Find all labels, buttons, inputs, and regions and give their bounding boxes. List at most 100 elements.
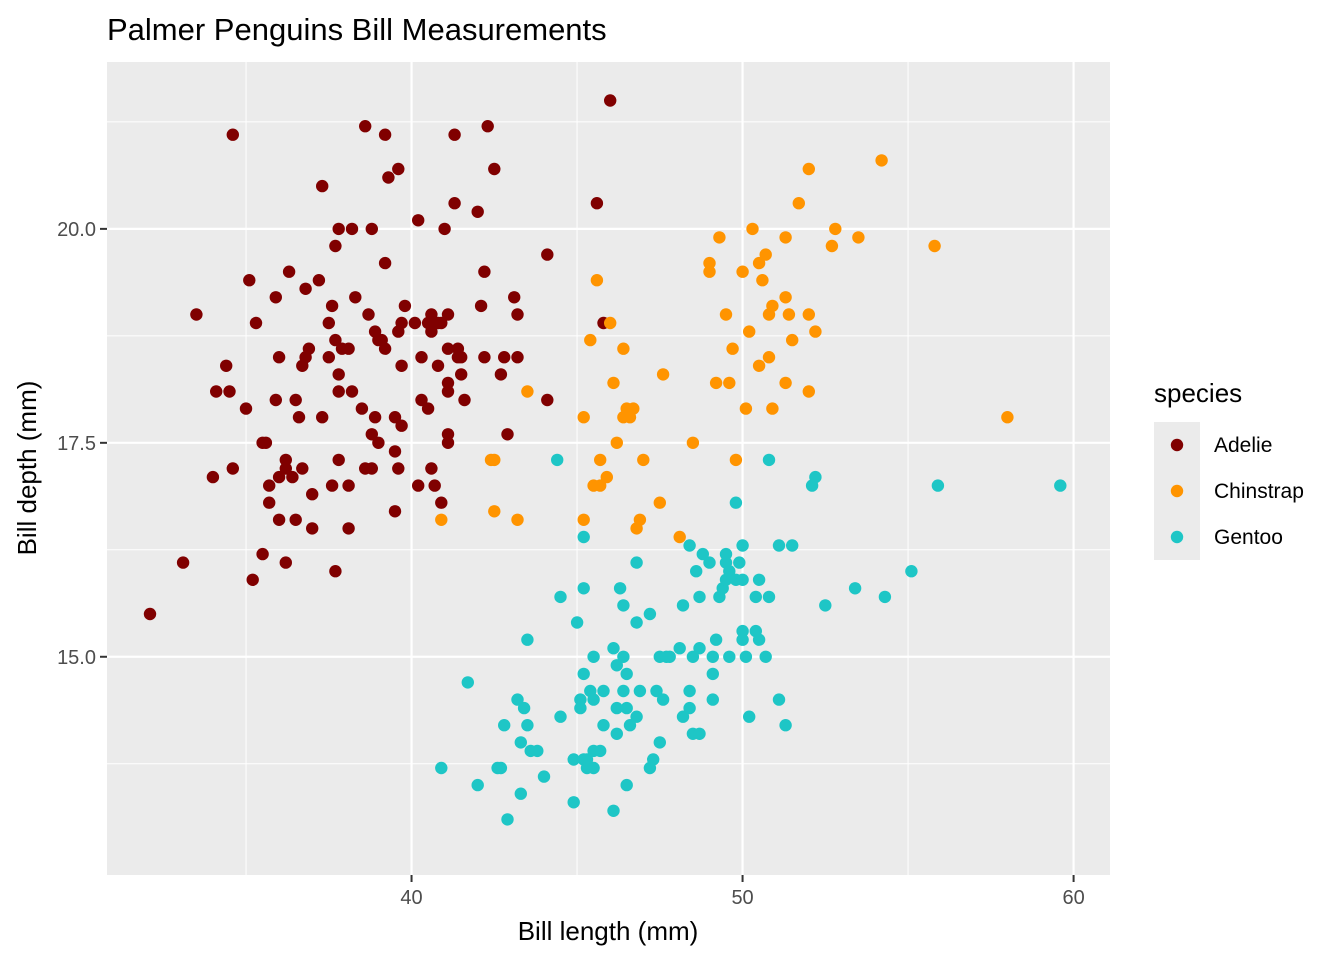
x-axis-title: Bill length (mm)	[518, 916, 699, 946]
series-chinstrap	[435, 154, 1014, 544]
data-point-adelie	[223, 385, 236, 398]
data-point-chinstrap	[488, 505, 501, 518]
data-point-adelie	[286, 470, 299, 484]
data-point-chinstrap	[723, 376, 736, 390]
data-point-adelie	[210, 385, 223, 398]
data-point-adelie	[481, 120, 494, 133]
data-point-adelie	[316, 179, 329, 193]
data-point-adelie	[478, 351, 491, 364]
data-point-adelie	[322, 316, 335, 330]
data-point-gentoo	[620, 667, 633, 681]
data-point-adelie	[206, 470, 220, 484]
data-point-adelie	[190, 308, 203, 321]
data-point-gentoo	[686, 650, 700, 663]
data-point-gentoo	[494, 761, 508, 775]
data-point-adelie	[382, 171, 395, 184]
data-point-gentoo	[587, 693, 600, 706]
legend-title: species	[1154, 378, 1242, 408]
data-point-adelie	[494, 368, 508, 381]
data-point-chinstrap	[488, 453, 501, 467]
x-axis-ticks: 40 50 60	[400, 875, 1085, 909]
data-point-chinstrap	[766, 402, 779, 415]
legend-key-adelie	[1170, 438, 1184, 452]
data-point-chinstrap	[521, 385, 534, 398]
data-point-gentoo	[693, 642, 706, 655]
data-point-adelie	[388, 445, 402, 458]
data-point-adelie	[431, 359, 445, 372]
data-point-adelie	[226, 128, 239, 141]
data-point-adelie	[438, 222, 451, 236]
data-point-adelie	[249, 316, 263, 330]
data-point-gentoo	[643, 607, 657, 621]
data-point-adelie	[362, 308, 375, 321]
data-point-adelie	[342, 522, 355, 535]
data-point-gentoo	[676, 710, 690, 723]
data-point-adelie	[279, 556, 292, 569]
data-point-adelie	[455, 351, 468, 364]
data-point-gentoo	[613, 582, 627, 595]
data-point-chinstrap	[604, 316, 617, 330]
data-point-adelie	[511, 308, 524, 321]
data-point-gentoo	[514, 736, 527, 749]
data-point-adelie	[435, 316, 448, 330]
data-point-adelie	[448, 128, 461, 141]
data-point-chinstrap	[746, 222, 759, 236]
data-point-adelie	[441, 428, 455, 441]
data-point-chinstrap	[739, 402, 753, 415]
data-point-gentoo	[577, 530, 590, 544]
data-point-gentoo	[617, 650, 630, 663]
data-point-adelie	[412, 214, 425, 227]
data-point-gentoo	[521, 719, 534, 732]
data-point-adelie	[372, 436, 385, 449]
data-point-chinstrap	[792, 197, 805, 210]
data-point-adelie	[474, 299, 488, 313]
legend-key-chinstrap	[1170, 484, 1184, 498]
data-point-chinstrap	[577, 513, 590, 526]
data-point-adelie	[289, 513, 302, 526]
data-point-gentoo	[683, 684, 696, 698]
data-point-chinstrap	[686, 436, 700, 449]
x-tick-label: 50	[731, 887, 753, 909]
data-point-chinstrap	[729, 453, 743, 467]
data-point-adelie	[378, 128, 392, 141]
data-point-chinstrap	[709, 376, 723, 390]
data-point-adelie	[590, 197, 604, 210]
data-point-gentoo	[574, 701, 587, 715]
data-point-chinstrap	[633, 513, 647, 526]
y-axis-ticks: 15.0 17.5 20.0	[57, 219, 107, 669]
data-point-gentoo	[554, 590, 567, 604]
data-point-gentoo	[759, 650, 772, 663]
data-point-chinstrap	[743, 325, 756, 338]
data-point-adelie	[289, 393, 302, 407]
data-point-chinstrap	[607, 376, 620, 390]
data-point-chinstrap	[719, 308, 733, 321]
data-point-gentoo	[693, 590, 706, 604]
data-point-gentoo	[517, 701, 531, 715]
data-point-chinstrap	[590, 274, 604, 287]
legend-label-chinstrap: Chinstrap	[1214, 480, 1304, 503]
data-point-gentoo	[617, 684, 630, 698]
data-point-gentoo	[772, 539, 786, 552]
data-point-gentoo	[819, 599, 832, 612]
data-point-adelie	[365, 462, 378, 475]
data-point-gentoo	[786, 539, 799, 552]
data-point-gentoo	[471, 778, 484, 792]
y-tick-label: 15.0	[57, 647, 96, 669]
data-point-adelie	[329, 239, 342, 253]
data-point-adelie	[441, 342, 455, 355]
data-point-adelie	[342, 479, 355, 492]
data-point-gentoo	[752, 633, 766, 646]
data-point-adelie	[498, 351, 511, 364]
data-point-gentoo	[653, 736, 666, 749]
data-point-gentoo	[736, 624, 749, 638]
data-point-gentoo	[610, 727, 623, 740]
data-point-chinstrap	[779, 291, 792, 304]
data-point-gentoo	[620, 701, 633, 715]
data-point-adelie	[302, 342, 316, 355]
data-point-adelie	[428, 479, 441, 492]
data-point-gentoo	[630, 710, 643, 723]
data-point-adelie	[541, 248, 554, 261]
data-point-gentoo	[703, 556, 716, 569]
data-point-adelie	[272, 351, 286, 364]
